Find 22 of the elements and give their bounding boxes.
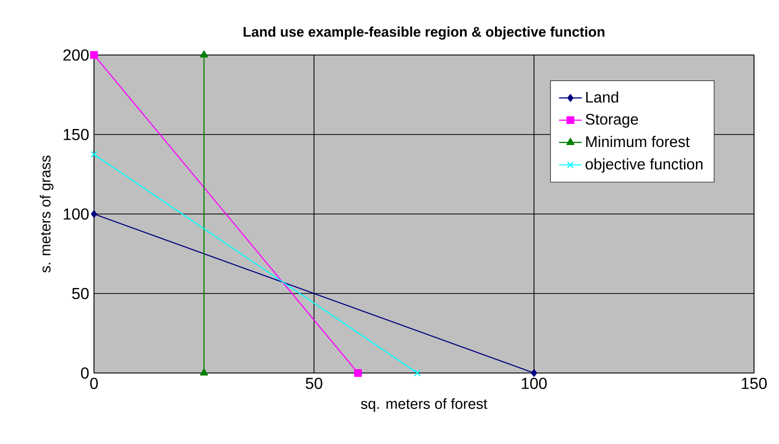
point (90, 51, 98, 59)
x-tick-label: 150 (742, 378, 767, 390)
point (90, 210, 98, 218)
legend-label: Land (586, 91, 618, 103)
point (354, 369, 362, 377)
y-axis-title: s. meters of grass (40, 156, 54, 273)
x-tick-label: 100 (522, 378, 547, 390)
legend-label: objective function (586, 158, 702, 173)
y-tick-label: 50 (72, 288, 89, 300)
y-tick-label: 100 (64, 208, 89, 220)
y-tick-label: 150 (64, 128, 89, 140)
legend-label: Storage (586, 114, 638, 128)
point (90, 151, 98, 158)
x-tick-label: 0 (90, 378, 98, 390)
legend-label: Minimum forest (586, 136, 690, 148)
chart-title: Land use example-feasible region & objective function (244, 26, 604, 40)
point (530, 369, 538, 377)
y-tick-label: 200 (63, 49, 89, 61)
x-axis-title: sq. meters of forest (360, 398, 488, 412)
y-tick-label: 0 (81, 367, 89, 379)
point (414, 370, 421, 376)
x-tick-label: 50 (306, 378, 322, 390)
